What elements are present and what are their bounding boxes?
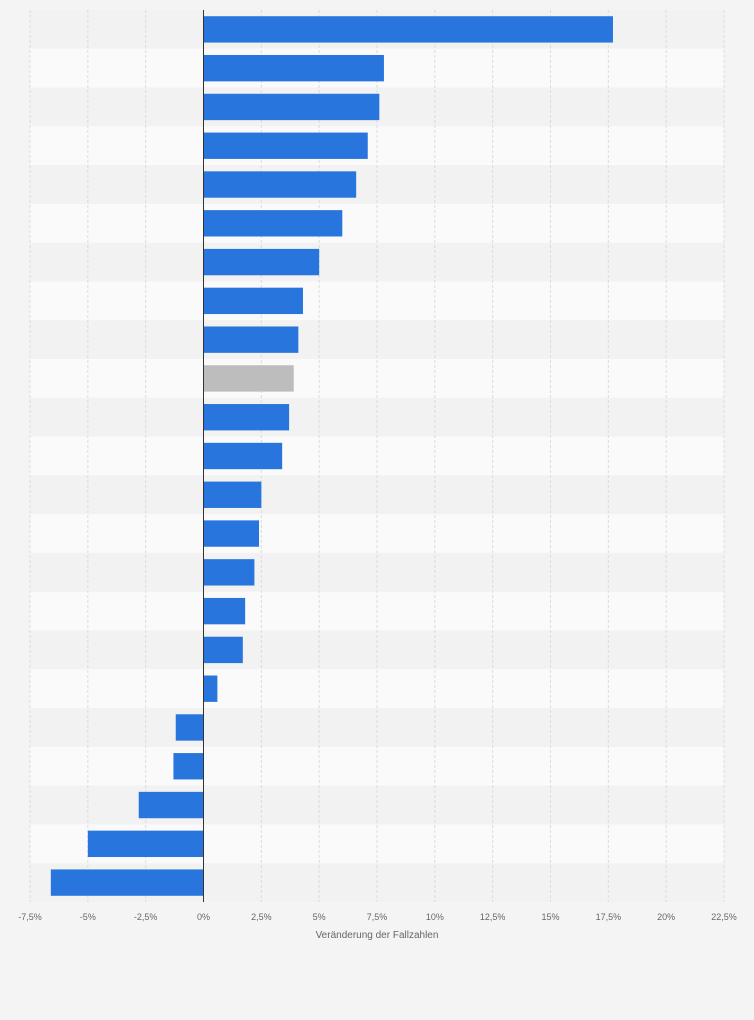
bar — [203, 210, 343, 237]
bar — [203, 636, 243, 664]
x-tick-labels: -7,5% -5% -2,5% 0% 2,5% 5% 7,5% 10% 12,5% 15% 17,5… — [18, 912, 737, 922]
bars — [50, 16, 613, 896]
x-tick-label: -7,5% — [18, 912, 42, 922]
bar — [175, 714, 204, 741]
bar — [203, 442, 283, 470]
bar — [203, 54, 384, 82]
bar — [203, 248, 320, 276]
x-tick-label: 15% — [541, 912, 559, 922]
bar — [203, 520, 260, 547]
bar — [173, 753, 204, 780]
bar — [87, 830, 204, 858]
bar — [203, 287, 303, 315]
bar — [203, 559, 255, 586]
bar — [203, 16, 613, 43]
x-tick-label: 5% — [313, 912, 326, 922]
bar — [138, 791, 204, 819]
bar — [203, 481, 262, 508]
x-axis-title: Veränderung der Fallzahlen — [316, 930, 439, 941]
x-tick-label: 12,5% — [480, 912, 506, 922]
bar — [203, 675, 218, 702]
x-tick-label: 17,5% — [596, 912, 622, 922]
bar — [203, 326, 299, 353]
x-tick-label: 22,5% — [711, 912, 737, 922]
x-tick-label: 0% — [197, 912, 210, 922]
bar — [203, 365, 294, 392]
bar — [203, 132, 368, 159]
x-tick-label: 7,5% — [367, 912, 388, 922]
bar — [203, 404, 290, 431]
x-tick-label: 20% — [657, 912, 675, 922]
x-tick-label: 2,5% — [251, 912, 272, 922]
bar — [203, 171, 357, 198]
bar — [203, 93, 380, 121]
x-tick-label: -2,5% — [134, 912, 158, 922]
x-tick-label: 10% — [426, 912, 444, 922]
bar — [203, 597, 246, 625]
bar — [50, 869, 204, 896]
x-tick-label: -5% — [80, 912, 96, 922]
